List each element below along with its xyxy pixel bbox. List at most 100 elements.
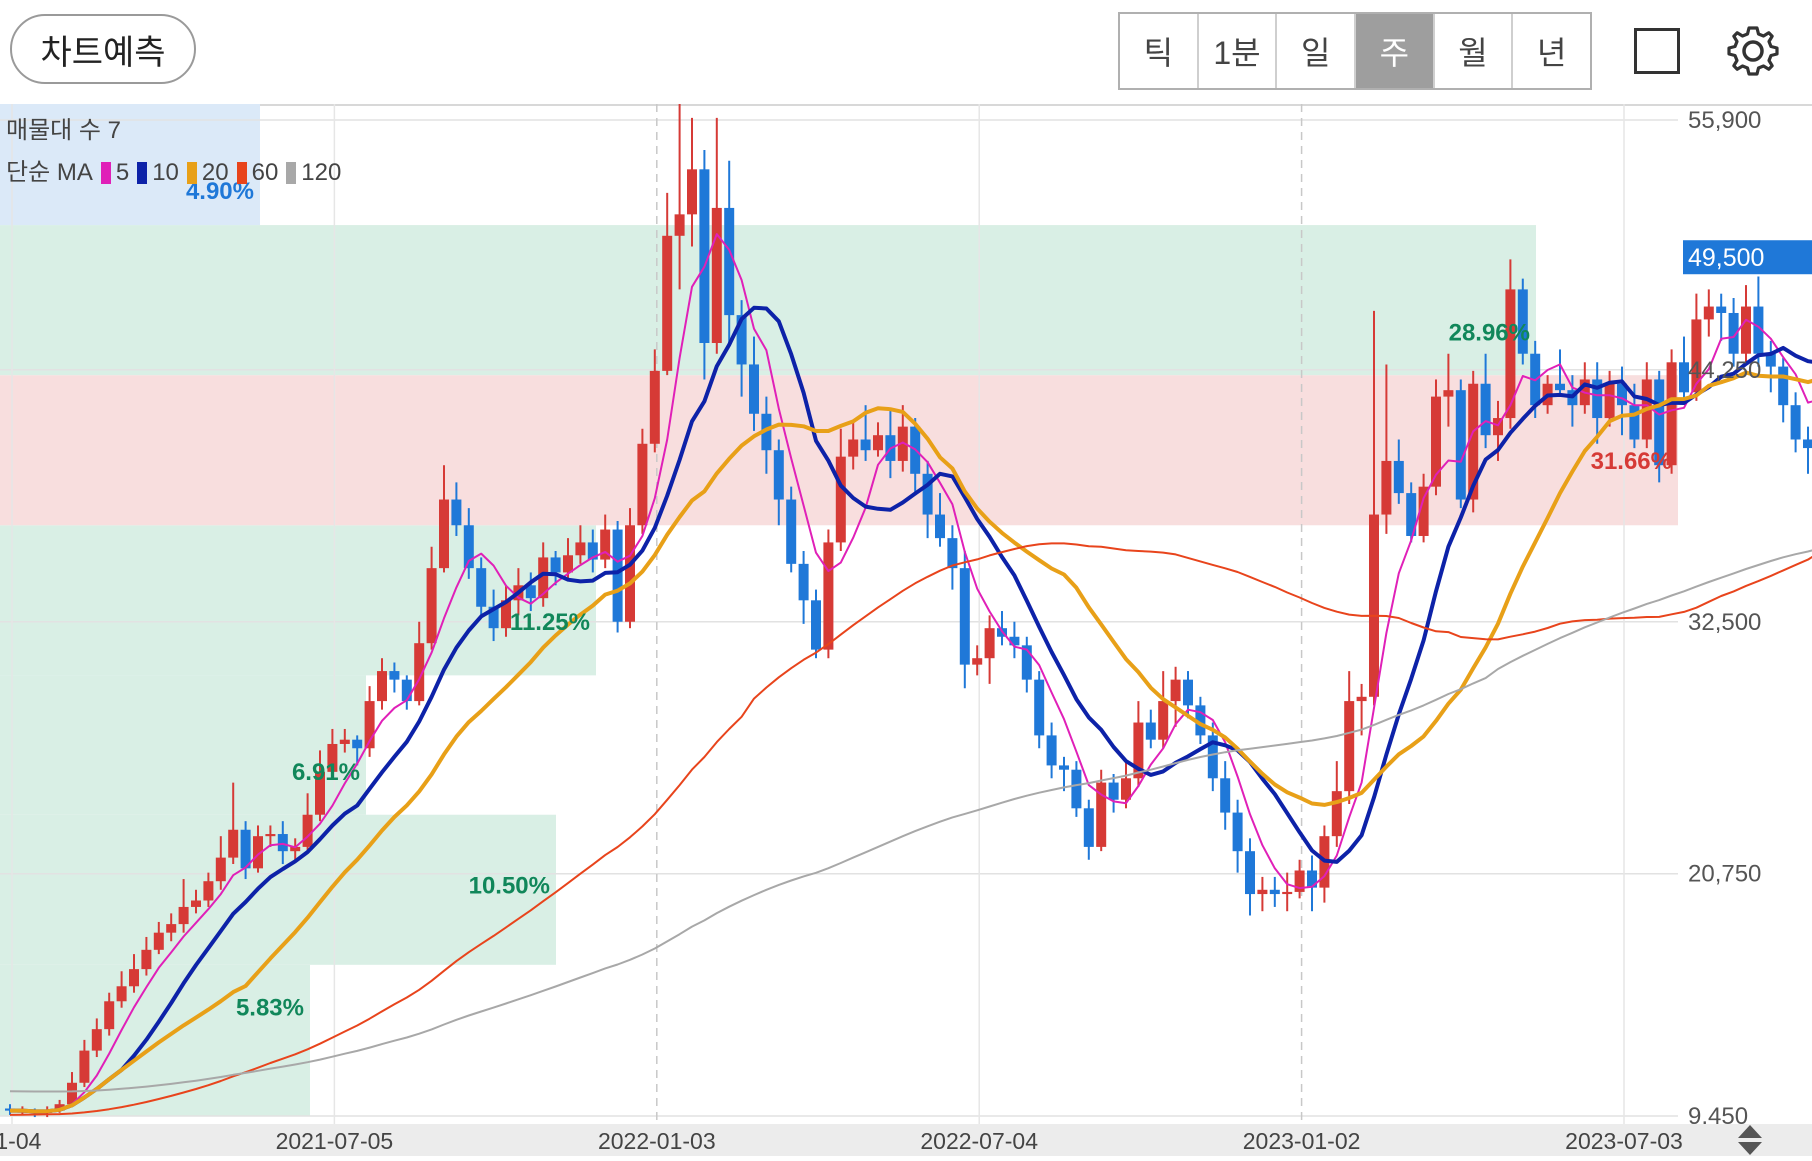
candle-body [54, 1104, 65, 1111]
period-tab-week[interactable]: 주 [1356, 14, 1435, 88]
candle-body [687, 169, 697, 215]
candle-body [389, 671, 400, 680]
candle-body [1765, 353, 1776, 367]
candle-body [104, 1001, 115, 1030]
ma5-swatch [100, 162, 111, 184]
candle-body [203, 881, 214, 901]
candle-body [1356, 696, 1367, 702]
candle-body [972, 658, 983, 665]
indicator-legend: 매물대 수 7 단순 MA 5 10 20 60 120 [6, 110, 341, 194]
candle-body [1790, 405, 1801, 440]
ma120-label: 120 [301, 159, 342, 186]
ma5-line [10, 233, 1812, 1113]
candle-body [587, 542, 598, 560]
candle-body [823, 542, 834, 650]
candle-body [1009, 636, 1020, 646]
current-price-tag [1683, 240, 1812, 275]
chart-predict-button[interactable]: 차트예측 [10, 14, 196, 84]
candle-body [1517, 289, 1528, 354]
volume-pct-label: 5.83% [236, 995, 304, 1022]
candle-body [1666, 362, 1677, 466]
fullscreen-square-icon[interactable] [1634, 28, 1680, 74]
candle-body [625, 525, 635, 622]
candle-body [1455, 390, 1466, 500]
candle-body [649, 370, 660, 444]
candle-body [1741, 306, 1751, 354]
candle-body [1505, 289, 1516, 419]
chart-area[interactable]: 5.83% 10.50% 6.91% 11.25% 31.66% 28.96% 4.90% 5… [0, 74, 1812, 1156]
volume-zone-0 [0, 964, 310, 1116]
candle-body [637, 443, 648, 526]
y-tick-label: 20,750 [1688, 861, 1761, 888]
candlestick-chart[interactable]: 5.83%10.50%6.91%11.25%31.66%28.96%4.90%5… [0, 74, 1812, 1156]
candle-body [1133, 722, 1144, 779]
candle-body [525, 585, 536, 599]
candle-body [798, 563, 809, 601]
candle-body [1393, 460, 1404, 494]
period-tab-1min[interactable]: 1분 [1199, 14, 1278, 88]
volume-zone-2 [0, 675, 366, 815]
y-tick-label: 32,500 [1688, 609, 1761, 636]
gear-icon[interactable] [1724, 22, 1782, 80]
candle-body [141, 949, 152, 970]
candle-body [79, 1050, 90, 1083]
candle-body [749, 364, 759, 414]
candle-body [1021, 645, 1032, 680]
volume-pct-label: 11.25% [510, 609, 590, 636]
candle-body [352, 739, 363, 749]
candle-body [1034, 679, 1045, 736]
candle-body [1183, 679, 1193, 706]
grid-lines [0, 104, 1678, 1124]
candle-body [1443, 390, 1454, 397]
period-tab-day[interactable]: 일 [1277, 14, 1357, 88]
candle-body [873, 435, 883, 451]
candle-body [1753, 306, 1764, 354]
period-selector: 틱 1분 일 주 월 년 [1118, 12, 1592, 90]
candle-body [1604, 383, 1615, 419]
candle-body [1046, 735, 1057, 766]
period-tab-year[interactable]: 년 [1536, 35, 1567, 71]
current-price-label: 49,500 [1688, 244, 1764, 272]
period-tab-tick[interactable]: 틱 [1120, 14, 1199, 88]
volume-pct-label: 31.66% [1591, 448, 1672, 475]
candle-body [153, 932, 164, 950]
candle-body [129, 969, 139, 987]
ma20-swatch [186, 162, 197, 184]
candle-body [1493, 418, 1503, 436]
candle-body [228, 829, 239, 858]
candle-body [401, 679, 412, 702]
chart-toolbar: 차트예측 틱 1분 일 주 월 년 [0, 0, 1812, 106]
candle-body [1431, 396, 1441, 487]
ma10-swatch [137, 162, 148, 184]
candle-body [1406, 493, 1417, 536]
volume-zone-3 [0, 525, 596, 676]
candle-body [612, 529, 623, 622]
volume-profile-label: 매물대 수 7 [6, 117, 122, 144]
volume-pct-label: 6.91% [292, 759, 360, 786]
candle-body [426, 568, 437, 644]
ma60-swatch [236, 162, 247, 184]
candle-body [1468, 383, 1479, 500]
candle-body [1257, 889, 1268, 895]
candle-body [1381, 460, 1392, 515]
candle-body [1083, 808, 1094, 847]
candle-body [1269, 889, 1280, 895]
period-tab-month[interactable]: 월 [1435, 14, 1514, 88]
candle-body [1071, 769, 1082, 809]
candle-body [1592, 379, 1603, 419]
candle-body [538, 557, 549, 599]
ma20-line [10, 370, 1812, 1114]
candle-body [501, 600, 511, 629]
candle-body [897, 426, 908, 461]
candle-body [1158, 701, 1169, 740]
candle-body [811, 600, 821, 650]
candle-body [1245, 851, 1255, 895]
candle-body [1331, 791, 1342, 837]
candle-body [302, 814, 313, 847]
candle-body [414, 643, 425, 702]
x-tick-label: 2023-07-03 [1565, 1128, 1683, 1154]
x-tick-label: 2021-07-05 [276, 1128, 394, 1154]
candle-body [265, 834, 276, 837]
candle-body [166, 924, 177, 933]
candle-body [947, 538, 958, 569]
